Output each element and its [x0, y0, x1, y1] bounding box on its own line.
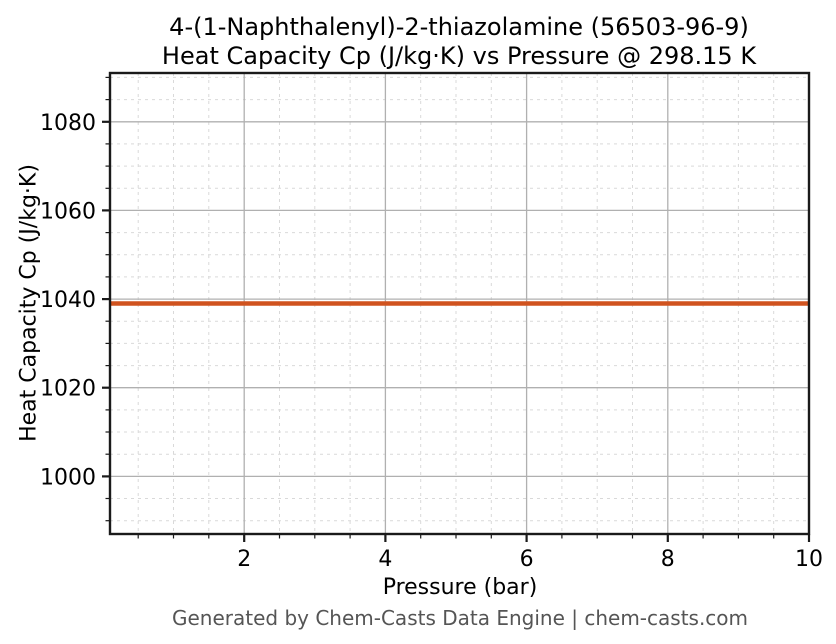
y-tick-label: 1060: [40, 199, 96, 224]
x-tick-label: 10: [795, 547, 823, 572]
watermark-footer: Generated by Chem-Casts Data Engine | ch…: [171, 606, 749, 630]
y-tick-label: 1040: [40, 288, 96, 313]
y-axis-label: Heat Capacity Cp (J/kg·K): [16, 164, 42, 442]
y-tick-label: 1000: [40, 465, 96, 490]
x-axis-label: Pressure (bar): [382, 575, 538, 600]
x-tick-label: 8: [661, 547, 675, 572]
axes-spines: [108, 71, 811, 536]
x-tick-label: 2: [237, 547, 251, 572]
x-tick-label: 4: [378, 547, 392, 572]
chart-title-line1: 4-(1-Naphthalenyl)-2-thiazolamine (56503…: [169, 13, 749, 41]
chart-title-line2: Heat Capacity Cp (J/kg·K) vs Pressure @ …: [161, 42, 757, 70]
y-tick-label: 1080: [40, 111, 96, 136]
y-tick-labels: 1000 1020 1040 1060 1080: [40, 111, 96, 491]
tick-marks: [102, 76, 811, 542]
x-tick-labels: 2 4 6 8 10: [237, 547, 823, 572]
chart-title: 4-(1-Naphthalenyl)-2-thiazolamine (56503…: [79, 13, 836, 71]
minor-gridlines: [110, 73, 809, 534]
y-tick-label: 1020: [40, 377, 96, 402]
x-tick-label: 6: [520, 547, 534, 572]
